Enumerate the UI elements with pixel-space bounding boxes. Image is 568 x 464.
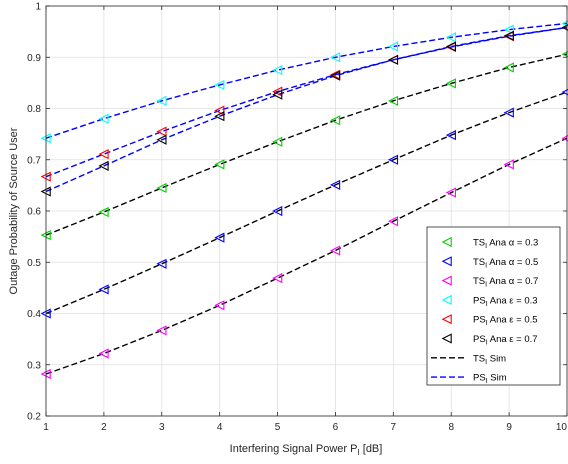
marker-ps-3	[503, 24, 514, 35]
marker-ts-1	[330, 179, 341, 190]
marker-ps-5	[387, 54, 399, 65]
marker-ts-2	[330, 245, 341, 256]
legend-label: PSI Ana ε = 0.3	[473, 295, 538, 308]
marker-ts-2	[445, 187, 456, 198]
legend: TSI Ana α = 0.3 TSI Ana α = 0.5 TSI Ana α …	[426, 226, 561, 386]
marker-ps-4	[156, 126, 167, 137]
marker-ps-5	[503, 30, 514, 41]
sim-lines	[45, 22, 568, 375]
marker-ts-1	[156, 258, 167, 269]
marker-ts-0	[98, 206, 109, 218]
marker-ps-3	[330, 52, 341, 63]
legend-marker	[441, 314, 452, 325]
legend-label: PSI Ana ε = 0.5	[473, 315, 538, 328]
marker-ts-1	[214, 232, 225, 243]
marker-ps-4	[214, 105, 225, 116]
axis-ticks	[45, 5, 568, 417]
marker-ps-5	[445, 41, 456, 52]
x-tick-label: 9	[506, 422, 512, 433]
marker-ps-3	[387, 41, 399, 52]
y-tick-label: 0.9	[27, 53, 41, 64]
x-tick-label: 5	[275, 422, 281, 433]
marker-ps-5	[98, 160, 109, 171]
line-ts-sim-2	[45, 137, 568, 375]
marker-ts-0	[387, 95, 399, 106]
y-tick-label: 0.3	[27, 360, 41, 371]
marker-ts-2	[98, 348, 109, 359]
marker-ts-1	[503, 107, 514, 118]
y-tick-label: 1	[35, 2, 41, 13]
marker-ts-0	[272, 136, 283, 147]
marker-ts-2	[387, 216, 399, 227]
marker-ps-3	[156, 95, 167, 106]
marker-ps-5	[272, 89, 283, 100]
legend-label: TSI Ana α = 0.5	[473, 257, 538, 270]
marker-ts-0	[214, 159, 225, 170]
line-ps-sim-2	[45, 26, 568, 193]
y-tick-label: 0.2	[27, 412, 41, 423]
marker-ts-1	[445, 130, 456, 141]
marker-ts-1	[98, 284, 109, 295]
marker-ts-0	[503, 62, 514, 73]
marker-ps-3	[214, 79, 225, 91]
marker-ts-2	[503, 159, 514, 170]
marker-ts-2	[272, 273, 283, 284]
legend-label: PSI Ana ε = 0.7	[473, 334, 538, 347]
legend-label: TSI Ana α = 0.3	[473, 238, 538, 251]
y-axis-label: Outage Probability of Source User	[8, 127, 20, 294]
marker-ps-5	[214, 111, 225, 122]
legend-marker	[441, 236, 452, 248]
marker-ts-1	[387, 154, 399, 165]
marker-ts-0	[330, 115, 341, 126]
marker-ps-3	[98, 113, 109, 124]
x-tick-labels: 1 2 3 4 5 6 7 8 9 10	[43, 422, 567, 433]
x-axis-label: Interfering Signal Power PI [dB]	[230, 443, 383, 457]
marker-ps-4	[98, 149, 109, 160]
line-ts-sim-0	[45, 53, 568, 236]
y-tick-label: 0.8	[27, 104, 41, 115]
legend-marker	[441, 275, 452, 286]
x-tick-label: 2	[101, 422, 107, 433]
marker-ps-3	[272, 64, 283, 76]
x-tick-label: 10	[556, 422, 568, 433]
marker-ts-1	[272, 205, 283, 217]
marker-ts-2	[214, 300, 225, 311]
x-tick-label: 8	[448, 422, 454, 433]
line-ts-sim-1	[45, 91, 568, 315]
legend-marker	[441, 256, 452, 267]
x-tick-label: 6	[333, 422, 339, 433]
marker-ps-5	[330, 70, 341, 81]
marker-ts-0	[156, 182, 167, 194]
legend-label: TSI Sim	[473, 353, 506, 366]
legend-box	[426, 226, 561, 386]
marker-ps-3	[445, 32, 456, 43]
x-tick-label: 4	[217, 422, 223, 433]
y-tick-label: 0.6	[27, 207, 41, 218]
x-tick-label: 1	[43, 422, 49, 433]
y-tick-label: 0.4	[27, 309, 41, 320]
legend-marker	[441, 294, 452, 305]
x-tick-label: 3	[159, 422, 165, 433]
y-tick-label: 0.5	[27, 258, 41, 269]
line-ps-sim-0	[45, 22, 568, 139]
legend-marker	[441, 333, 452, 344]
y-tick-labels: 0.2 0.3 0.4 0.5 0.6 0.7 0.8 0.9 1	[27, 2, 41, 423]
marker-ts-0	[445, 78, 456, 89]
legend-label: TSI Ana α = 0.7	[473, 276, 538, 289]
legend-label: PSI Sim	[473, 373, 507, 386]
marker-ps-5	[156, 134, 167, 145]
y-tick-label: 0.7	[27, 155, 41, 166]
marker-ts-2	[156, 325, 167, 336]
x-tick-label: 7	[391, 422, 397, 433]
